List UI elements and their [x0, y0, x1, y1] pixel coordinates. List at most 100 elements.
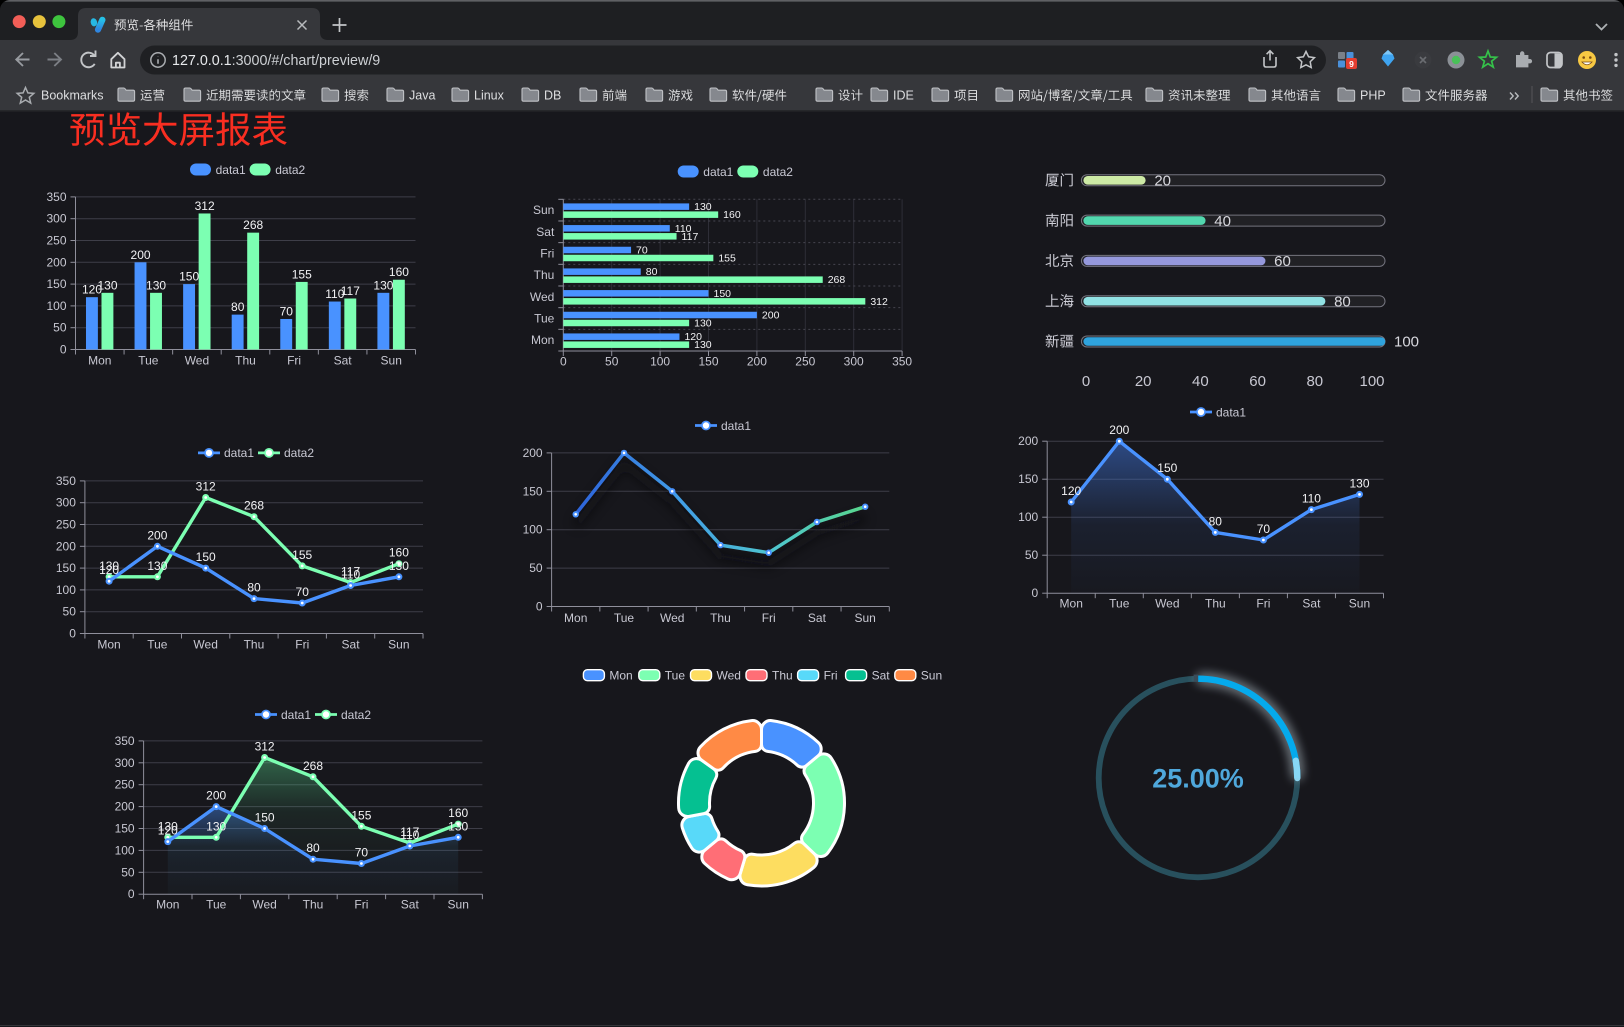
svg-text:20: 20 — [1135, 373, 1152, 390]
svg-text:150: 150 — [1157, 461, 1177, 475]
svg-text:25.00%: 25.00% — [1152, 764, 1244, 794]
svg-text:80: 80 — [306, 841, 320, 855]
svg-text:80: 80 — [247, 581, 261, 595]
svg-text:data1: data1 — [703, 165, 733, 179]
svg-text:Sat: Sat — [808, 611, 827, 625]
svg-text:Tue: Tue — [665, 669, 686, 683]
svg-text:50: 50 — [121, 865, 135, 879]
svg-text:120: 120 — [1061, 484, 1081, 498]
svg-text:100: 100 — [1018, 510, 1038, 524]
svg-text:100: 100 — [56, 583, 76, 597]
svg-text:130: 130 — [694, 318, 712, 330]
svg-text:Fri: Fri — [354, 898, 368, 912]
svg-text:80: 80 — [1209, 514, 1223, 528]
svg-text:160: 160 — [389, 265, 409, 279]
svg-text:155: 155 — [292, 267, 312, 281]
svg-text:312: 312 — [255, 740, 275, 754]
svg-text:70: 70 — [1257, 522, 1271, 536]
svg-text:200: 200 — [1109, 423, 1129, 437]
svg-text:130: 130 — [1349, 476, 1369, 490]
svg-text:60: 60 — [1249, 373, 1266, 390]
svg-text:120: 120 — [82, 283, 102, 297]
svg-text:80: 80 — [1334, 293, 1351, 310]
svg-text:Fri: Fri — [540, 246, 554, 260]
svg-text:312: 312 — [196, 480, 216, 494]
svg-text:312: 312 — [870, 296, 888, 308]
svg-text:data2: data2 — [275, 163, 305, 177]
svg-text:Sun: Sun — [533, 203, 554, 217]
svg-text:Sun: Sun — [854, 611, 875, 625]
svg-text:50: 50 — [63, 605, 77, 619]
svg-text:200: 200 — [131, 248, 151, 262]
svg-text:Sat: Sat — [872, 669, 891, 683]
svg-text:Thu: Thu — [1205, 597, 1226, 611]
svg-text:Sat: Sat — [401, 898, 420, 912]
svg-text:350: 350 — [115, 734, 135, 748]
svg-text:80: 80 — [1306, 373, 1323, 390]
svg-text:110: 110 — [1302, 492, 1321, 506]
svg-text:Tue: Tue — [206, 898, 227, 912]
svg-text:50: 50 — [1025, 548, 1039, 562]
svg-text:PHP: PHP — [1360, 89, 1386, 103]
svg-text:350: 350 — [46, 190, 66, 204]
svg-text:117: 117 — [400, 825, 419, 839]
svg-text:150: 150 — [46, 277, 66, 291]
svg-text:Wed: Wed — [717, 669, 741, 683]
svg-text:Fri: Fri — [824, 669, 838, 683]
svg-text:Wed: Wed — [660, 611, 684, 625]
svg-text:200: 200 — [762, 310, 780, 322]
svg-text:160: 160 — [389, 546, 409, 560]
svg-text:data1: data1 — [224, 446, 254, 460]
svg-text:100: 100 — [1394, 334, 1419, 351]
svg-text:155: 155 — [292, 548, 312, 562]
svg-text:0: 0 — [560, 355, 567, 369]
svg-text:Fri: Fri — [287, 354, 301, 368]
svg-text:Sat: Sat — [342, 638, 361, 652]
svg-text:250: 250 — [115, 778, 135, 792]
svg-text:Java: Java — [409, 89, 435, 103]
svg-text:130: 130 — [158, 819, 178, 833]
svg-text:Sat: Sat — [536, 225, 555, 239]
svg-text:150: 150 — [179, 270, 199, 284]
svg-text:117: 117 — [682, 231, 699, 243]
svg-text:0: 0 — [1032, 586, 1039, 600]
svg-text:60: 60 — [1274, 253, 1291, 270]
svg-text:250: 250 — [795, 355, 815, 369]
svg-text:Wed: Wed — [193, 638, 217, 652]
svg-text:130: 130 — [448, 819, 468, 833]
svg-text:Thu: Thu — [772, 669, 793, 683]
svg-text:Wed: Wed — [185, 354, 209, 368]
svg-text:130: 130 — [694, 201, 712, 213]
svg-text:200: 200 — [147, 528, 167, 542]
svg-text:130: 130 — [99, 559, 119, 573]
svg-text:300: 300 — [56, 496, 76, 510]
svg-text:Sat: Sat — [1302, 597, 1321, 611]
svg-text:50: 50 — [529, 561, 543, 575]
svg-text:80: 80 — [231, 300, 245, 314]
svg-text:200: 200 — [1018, 434, 1038, 448]
svg-text:130: 130 — [146, 278, 166, 292]
svg-text:200: 200 — [115, 800, 135, 814]
svg-text:Thu: Thu — [710, 611, 731, 625]
svg-text:Sun: Sun — [1349, 597, 1370, 611]
svg-text:Thu: Thu — [534, 268, 555, 282]
svg-text:Sat: Sat — [334, 354, 353, 368]
svg-text:150: 150 — [56, 561, 76, 575]
svg-text:100: 100 — [115, 843, 135, 857]
svg-text:0: 0 — [60, 343, 67, 357]
svg-text:Wed: Wed — [530, 290, 554, 304]
svg-text:127.0.0.1:3000/#/chart/preview: 127.0.0.1:3000/#/chart/preview/9 — [172, 53, 380, 69]
svg-text:50: 50 — [53, 321, 67, 335]
svg-text:Sun: Sun — [448, 898, 469, 912]
svg-text:130: 130 — [694, 339, 712, 351]
svg-text:70: 70 — [355, 846, 369, 860]
svg-text:160: 160 — [448, 806, 468, 820]
svg-text:250: 250 — [56, 518, 76, 532]
svg-text:Bookmarks: Bookmarks — [41, 89, 104, 103]
svg-text:268: 268 — [303, 759, 323, 773]
svg-text:300: 300 — [844, 355, 864, 369]
svg-text:250: 250 — [46, 234, 66, 248]
svg-text:200: 200 — [56, 539, 76, 553]
svg-text:130: 130 — [97, 278, 117, 292]
svg-text:Linux: Linux — [474, 89, 505, 103]
